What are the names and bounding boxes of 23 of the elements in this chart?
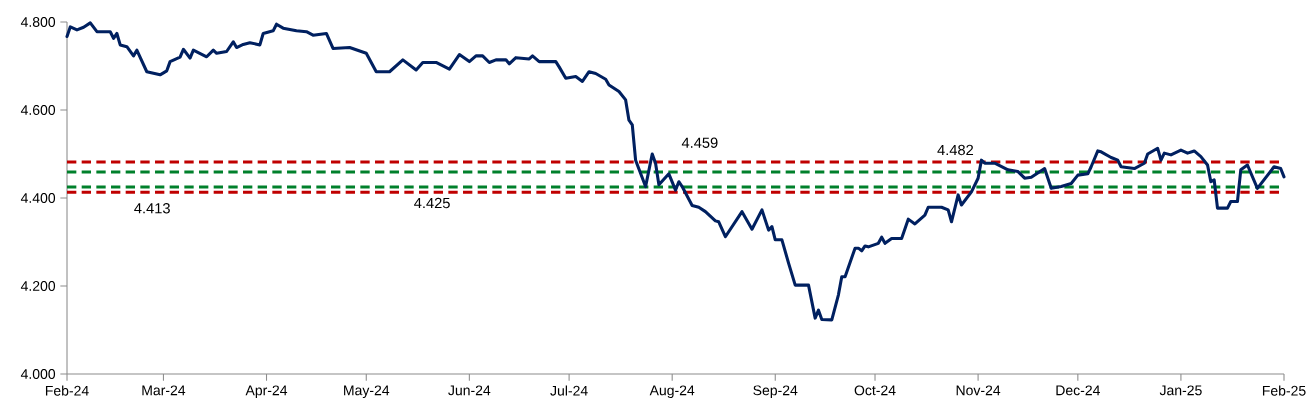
x-tick-label: Mar-24 <box>142 385 186 396</box>
x-tick-label: Jun-24 <box>448 385 491 396</box>
y-tick-label: 4.200 <box>20 281 56 291</box>
y-tick-label: 4.400 <box>20 193 56 203</box>
x-tick-label: May-24 <box>344 385 390 399</box>
y-tick-label: 4.000 <box>20 369 56 379</box>
ref-line-label: 4.482 <box>937 144 974 156</box>
x-tick-label: Oct-24 <box>854 385 896 396</box>
x-tick-label: Feb-25 <box>1262 385 1306 396</box>
x-tick-label: Jan-25 <box>1159 385 1202 396</box>
x-tick-label: Sep-24 <box>753 385 798 399</box>
ref-line-label: 4.413 <box>134 203 170 214</box>
x-tick-label: Feb-24 <box>45 385 89 396</box>
y-tick-label: 4.800 <box>20 17 56 27</box>
ref-line-label: 4.459 <box>681 137 718 148</box>
ref-line-label: 4.425 <box>414 197 450 209</box>
x-tick-label: Jul-24 <box>550 385 588 396</box>
x-tick-label: Dec-24 <box>1056 385 1100 396</box>
x-tick-label: Nov-24 <box>956 385 1001 396</box>
y-tick-label: 4.600 <box>20 105 56 115</box>
x-tick-label: Aug-24 <box>649 385 695 399</box>
line-series <box>65 21 1286 322</box>
x-tick-label: Apr-24 <box>245 385 288 399</box>
